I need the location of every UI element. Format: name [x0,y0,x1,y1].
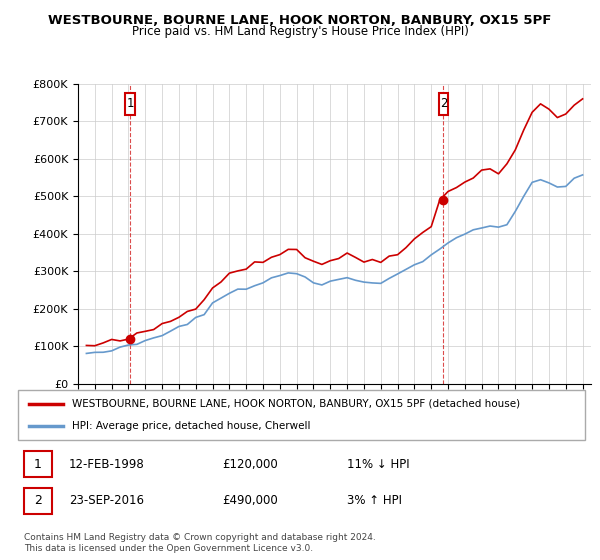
Text: 23-SEP-2016: 23-SEP-2016 [69,494,144,507]
Text: Price paid vs. HM Land Registry's House Price Index (HPI): Price paid vs. HM Land Registry's House … [131,25,469,38]
Text: 2: 2 [440,97,447,110]
Text: 3% ↑ HPI: 3% ↑ HPI [347,494,402,507]
FancyBboxPatch shape [23,451,52,477]
Text: HPI: Average price, detached house, Cherwell: HPI: Average price, detached house, Cher… [72,421,310,431]
Text: 2: 2 [34,494,42,507]
Text: WESTBOURNE, BOURNE LANE, HOOK NORTON, BANBURY, OX15 5PF (detached house): WESTBOURNE, BOURNE LANE, HOOK NORTON, BA… [72,399,520,409]
FancyBboxPatch shape [18,390,585,440]
Text: WESTBOURNE, BOURNE LANE, HOOK NORTON, BANBURY, OX15 5PF: WESTBOURNE, BOURNE LANE, HOOK NORTON, BA… [49,14,551,27]
Text: £120,000: £120,000 [222,458,278,470]
Text: 1: 1 [127,97,134,110]
Text: This data is licensed under the Open Government Licence v3.0.: This data is licensed under the Open Gov… [24,544,313,553]
FancyBboxPatch shape [23,488,52,514]
FancyBboxPatch shape [125,93,135,115]
Text: Contains HM Land Registry data © Crown copyright and database right 2024.: Contains HM Land Registry data © Crown c… [24,533,376,542]
Text: 12-FEB-1998: 12-FEB-1998 [69,458,145,470]
FancyBboxPatch shape [439,93,448,115]
Text: 11% ↓ HPI: 11% ↓ HPI [347,458,409,470]
Text: £490,000: £490,000 [222,494,278,507]
Text: 1: 1 [34,458,42,470]
